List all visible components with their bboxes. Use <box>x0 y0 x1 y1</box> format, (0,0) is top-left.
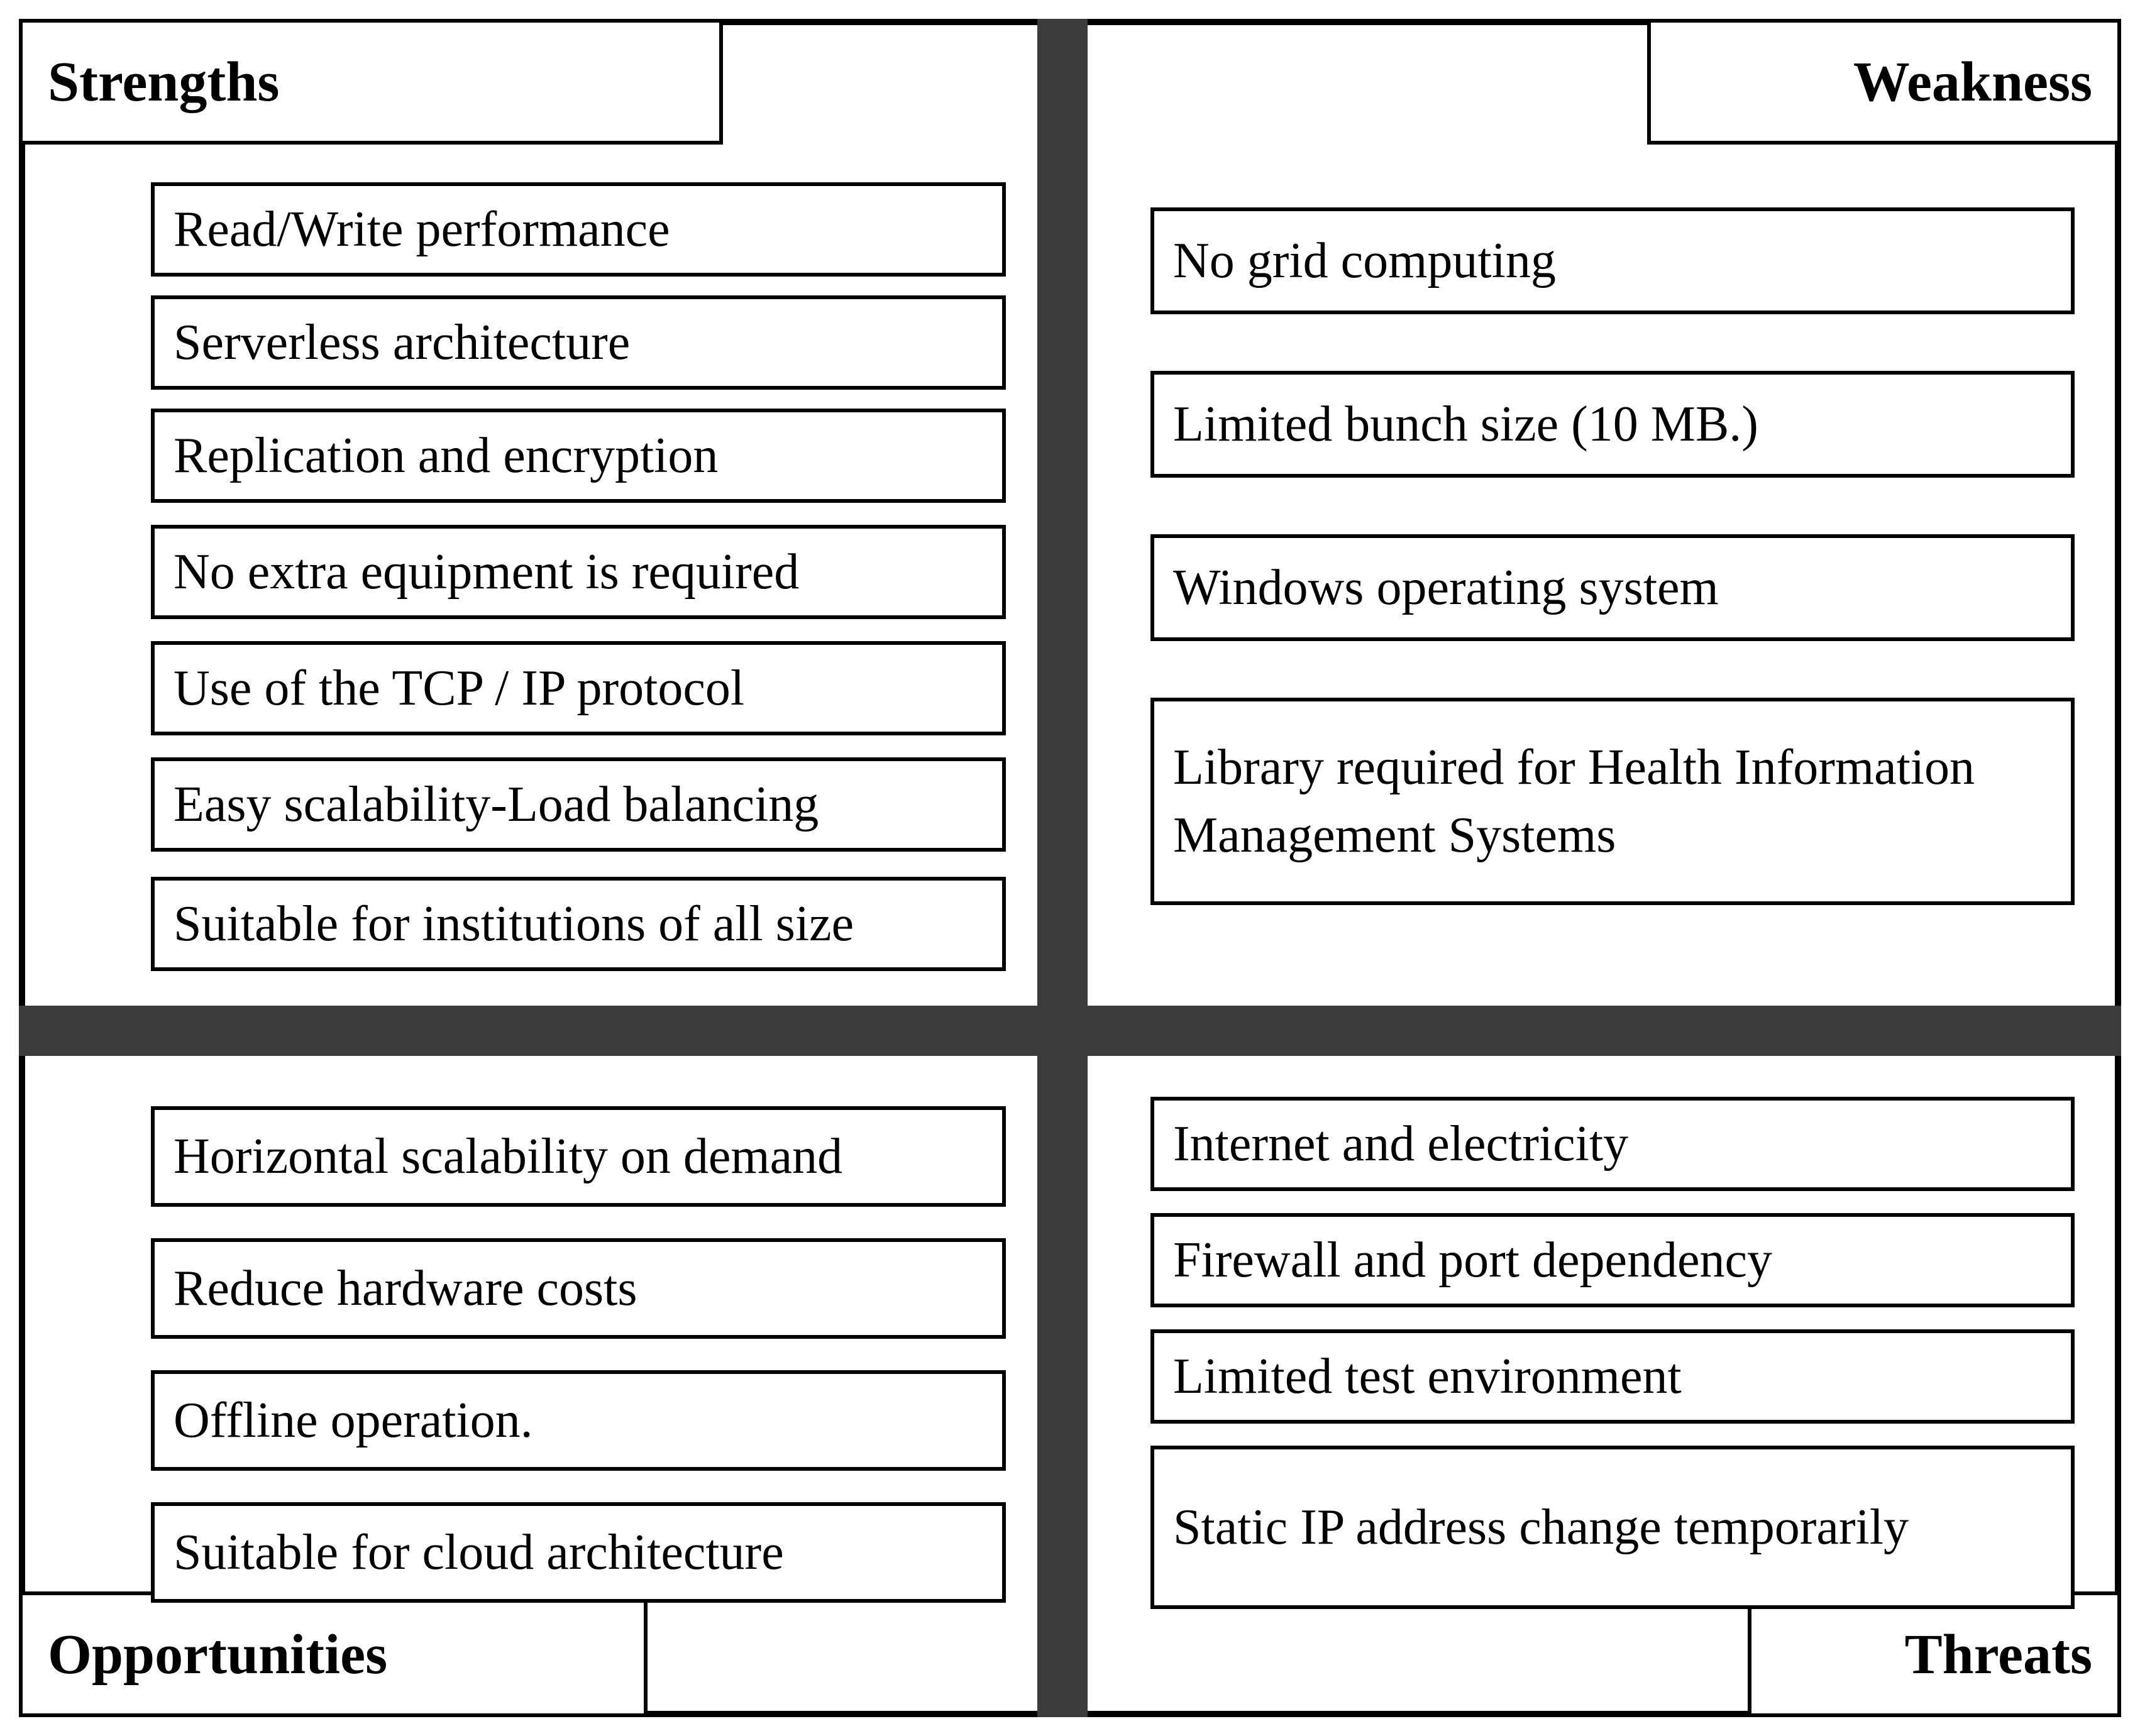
weakness-title: Weakness <box>1853 50 2092 114</box>
divider-horizontal <box>19 1006 2121 1056</box>
item-text: Horizontal scalability on demand <box>174 1123 842 1190</box>
item-text: Limited test environment <box>1173 1343 1682 1410</box>
weakness-item: Limited bunch size (10 MB.) <box>1150 371 2075 478</box>
strengths-item: No extra equipment is required <box>151 525 1006 619</box>
opportunities-item: Horizontal scalability on demand <box>151 1106 1006 1207</box>
item-text: No grid computing <box>1173 227 1556 295</box>
weakness-item: Windows operating system <box>1150 534 2075 641</box>
item-text: Use of the TCP / IP protocol <box>174 654 744 722</box>
opportunities-title: Opportunities <box>48 1622 387 1687</box>
item-text: Library required for Health Information … <box>1173 733 2052 869</box>
weakness-item: Library required for Health Information … <box>1150 698 2075 905</box>
item-text: Suitable for institutions of all size <box>174 890 854 958</box>
threats-title-box: Threats <box>1748 1591 2121 1717</box>
opportunities-item: Offline operation. <box>151 1370 1006 1471</box>
threats-item: Firewall and port dependency <box>1150 1213 2075 1307</box>
strengths-item: Serverless architecture <box>151 295 1006 390</box>
strengths-title: Strengths <box>48 50 279 114</box>
item-text: Read/Write performance <box>174 195 670 263</box>
item-text: Windows operating system <box>1173 554 1719 622</box>
threats-item: Static IP address change temporarily <box>1150 1446 2075 1609</box>
weakness-item: No grid computing <box>1150 207 2075 314</box>
item-text: Easy scalability-Load balancing <box>174 771 819 838</box>
strengths-item: Read/Write performance <box>151 182 1006 277</box>
item-text: Offline operation. <box>174 1387 533 1454</box>
threats-item: Limited test environment <box>1150 1329 2075 1424</box>
divider-vertical <box>1037 19 1088 1717</box>
strengths-title-box: Strengths <box>19 19 723 145</box>
item-text: Limited bunch size (10 MB.) <box>1173 390 1758 458</box>
opportunities-item: Suitable for cloud architecture <box>151 1502 1006 1603</box>
item-text: Reduce hardware costs <box>174 1255 637 1322</box>
item-text: Internet and electricity <box>1173 1110 1628 1178</box>
weakness-title-box: Weakness <box>1647 19 2121 145</box>
opportunities-item: Reduce hardware costs <box>151 1238 1006 1339</box>
threats-title: Threats <box>1905 1622 2092 1687</box>
threats-item: Internet and electricity <box>1150 1097 2075 1191</box>
strengths-item: Easy scalability-Load balancing <box>151 757 1006 852</box>
item-text: Static IP address change temporarily <box>1173 1493 1909 1561</box>
strengths-item: Use of the TCP / IP protocol <box>151 641 1006 735</box>
item-text: Replication and encryption <box>174 422 718 490</box>
item-text: No extra equipment is required <box>174 538 799 606</box>
swot-diagram: Strengths Weakness Opportunities Threats… <box>0 0 2140 1736</box>
item-text: Suitable for cloud architecture <box>174 1519 784 1586</box>
item-text: Serverless architecture <box>174 309 630 376</box>
item-text: Firewall and port dependency <box>1173 1226 1772 1294</box>
strengths-item: Suitable for institutions of all size <box>151 877 1006 971</box>
opportunities-title-box: Opportunities <box>19 1591 648 1717</box>
strengths-item: Replication and encryption <box>151 409 1006 503</box>
